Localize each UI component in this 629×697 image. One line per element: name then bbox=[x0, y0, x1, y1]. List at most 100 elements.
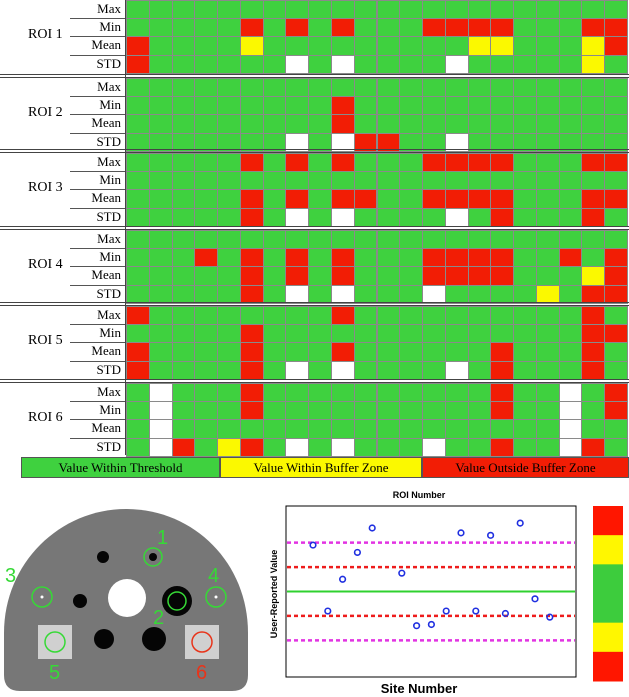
heatmap-cell bbox=[194, 171, 219, 191]
heatmap-cell bbox=[376, 78, 401, 98]
heatmap-cell bbox=[171, 78, 196, 98]
heatmap-cell bbox=[217, 0, 241, 20]
heatmap-cell bbox=[262, 18, 287, 38]
heatmap-cell bbox=[422, 18, 446, 38]
heatmap-cell bbox=[171, 171, 196, 191]
heatmap-cell bbox=[217, 114, 241, 134]
heatmap-cell bbox=[126, 189, 150, 209]
heatmap-cell bbox=[330, 324, 355, 344]
heatmap-cell bbox=[604, 114, 628, 134]
heatmap-cell bbox=[239, 18, 264, 38]
data-point bbox=[501, 609, 509, 618]
heatmap-cell bbox=[581, 401, 606, 421]
heatmap-cell bbox=[262, 78, 287, 98]
heatmap-cell bbox=[217, 266, 241, 286]
heatmap-cell bbox=[422, 230, 446, 250]
heatmap-cell bbox=[217, 360, 241, 380]
row-label: Max bbox=[97, 154, 121, 169]
heatmap-cell bbox=[353, 306, 378, 326]
heatmap-cell bbox=[171, 306, 196, 326]
heatmap-cell bbox=[376, 306, 401, 326]
heatmap-cell bbox=[262, 189, 287, 209]
roi-separator bbox=[0, 74, 629, 78]
data-point bbox=[338, 575, 347, 583]
heatmap-cell bbox=[194, 207, 219, 227]
heatmap-cell bbox=[308, 383, 332, 403]
insert-hole bbox=[73, 594, 87, 608]
heatmap-cell bbox=[308, 342, 332, 362]
heatmap-cell bbox=[126, 401, 150, 421]
scatter-plot: ROI Number Site Number User-Reported Val… bbox=[269, 490, 623, 696]
heatmap-cell bbox=[217, 342, 241, 362]
heatmap-cell bbox=[490, 383, 515, 403]
heatmap-cell bbox=[467, 207, 492, 227]
heatmap-cell bbox=[422, 306, 446, 326]
heatmap-cell bbox=[376, 324, 401, 344]
row-label: Min bbox=[99, 402, 121, 418]
heatmap-cell bbox=[535, 306, 560, 326]
heatmap-cell bbox=[148, 114, 173, 134]
heatmap-cell bbox=[558, 266, 583, 286]
heatmap-cell bbox=[353, 189, 378, 209]
heatmap-cell bbox=[535, 153, 560, 173]
heatmap-cell bbox=[581, 306, 606, 326]
heatmap-cell bbox=[490, 248, 515, 268]
heatmap-cell bbox=[581, 171, 606, 191]
heatmap-cell bbox=[604, 284, 628, 304]
heatmap-cell bbox=[604, 248, 628, 268]
heatmap-cell bbox=[308, 437, 332, 457]
heatmap-cell bbox=[194, 437, 219, 457]
heatmap-cell bbox=[444, 36, 469, 56]
heatmap-cell bbox=[467, 114, 492, 134]
heatmap-cell bbox=[239, 401, 264, 421]
heatmap-cell bbox=[171, 419, 196, 439]
row-label: Max bbox=[97, 1, 121, 16]
heatmap-cell bbox=[399, 383, 424, 403]
heatmap-cell bbox=[330, 248, 355, 268]
heatmap-cell bbox=[171, 383, 196, 403]
row-divider bbox=[70, 36, 126, 38]
data-point bbox=[398, 569, 406, 577]
heatmap-cell bbox=[194, 153, 219, 173]
heatmap-cell bbox=[467, 36, 492, 56]
roi-marker-3 bbox=[31, 586, 53, 608]
heatmap-cell bbox=[444, 78, 469, 98]
heatmap-cell bbox=[171, 401, 196, 421]
heatmap-cell bbox=[126, 437, 150, 457]
heatmap-cell bbox=[399, 153, 424, 173]
heatmap-cell bbox=[604, 36, 628, 56]
roi-separator bbox=[0, 149, 629, 153]
heatmap-cell bbox=[171, 266, 196, 286]
heatmap-cell bbox=[171, 114, 196, 134]
heatmap-cell bbox=[558, 189, 583, 209]
heatmap-cell bbox=[513, 207, 537, 227]
heatmap-cell bbox=[513, 96, 537, 116]
heatmap-cell bbox=[285, 342, 310, 362]
heatmap-cell bbox=[376, 189, 401, 209]
heatmap-cell bbox=[353, 96, 378, 116]
heatmap-cell bbox=[330, 383, 355, 403]
roi-marker-5 bbox=[44, 631, 66, 653]
heatmap-cell bbox=[239, 342, 264, 362]
heatmap-cell bbox=[558, 114, 583, 134]
heatmap-cell bbox=[535, 18, 560, 38]
heatmap-cell bbox=[467, 230, 492, 250]
roi-label: 1 bbox=[157, 527, 168, 549]
data-point bbox=[309, 541, 317, 549]
heatmap-cell bbox=[513, 0, 537, 20]
row-divider bbox=[70, 342, 126, 344]
heatmap-cell bbox=[217, 171, 241, 191]
data-point bbox=[413, 622, 421, 630]
data-point bbox=[531, 595, 539, 603]
roi-name: ROI 2 bbox=[28, 105, 63, 121]
heatmap-cell bbox=[285, 437, 310, 457]
heatmap-cell bbox=[558, 230, 583, 250]
heatmap-cell bbox=[194, 54, 219, 74]
heatmap-cell bbox=[148, 306, 173, 326]
heatmap-cell bbox=[171, 0, 196, 20]
heatmap-cell bbox=[148, 36, 173, 56]
row-label: Min bbox=[99, 97, 121, 113]
heatmap-cell bbox=[194, 189, 219, 209]
heatmap-cell bbox=[148, 0, 173, 20]
heatmap-cell bbox=[217, 189, 241, 209]
